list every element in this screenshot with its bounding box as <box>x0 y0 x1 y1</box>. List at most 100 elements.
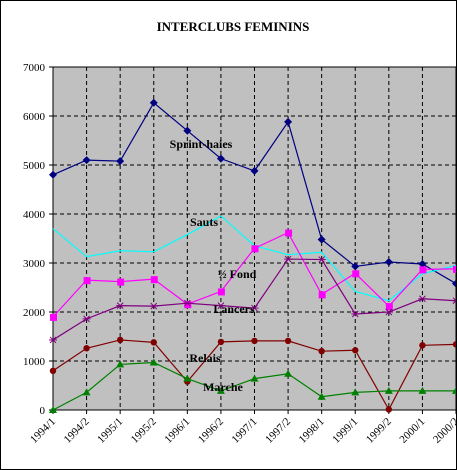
data-point <box>117 278 125 286</box>
x-tick-label: 2000/2 <box>431 416 456 446</box>
data-point <box>284 369 293 377</box>
data-point-stroke <box>116 302 124 309</box>
grid-lines <box>53 67 456 410</box>
data-point <box>184 301 192 309</box>
y-tick-label: 0 <box>40 405 46 417</box>
series-group <box>50 229 456 321</box>
data-point <box>116 302 125 309</box>
data-point <box>149 98 158 107</box>
data-point <box>49 170 57 179</box>
data-point <box>285 229 293 237</box>
y-tick-label: 5000 <box>23 160 46 172</box>
x-tick-label: 1994/1 <box>28 416 58 446</box>
data-point-stroke <box>419 295 426 303</box>
data-point <box>318 291 326 299</box>
data-point <box>318 348 325 355</box>
data-point <box>418 386 427 394</box>
data-point <box>452 297 456 305</box>
data-point-stroke <box>385 308 393 316</box>
data-point <box>351 388 360 396</box>
x-tick-label: 1996/2 <box>196 416 226 446</box>
data-point <box>351 262 360 271</box>
data-point <box>250 304 259 312</box>
data-point-stroke <box>452 300 456 305</box>
data-point <box>419 266 427 274</box>
data-point <box>251 337 258 345</box>
series-label: Relais <box>189 351 221 365</box>
data-point <box>284 337 292 345</box>
x-tick-label: 1999/2 <box>364 416 394 446</box>
data-point <box>452 279 456 288</box>
data-point-stroke <box>318 256 326 263</box>
data-point-stroke <box>251 304 258 312</box>
data-point-stroke <box>150 302 158 310</box>
data-point <box>452 386 456 394</box>
series-label: ½ Fond <box>218 267 257 281</box>
data-point <box>385 303 393 311</box>
x-tick-label: 1995/2 <box>129 416 159 446</box>
data-point <box>183 374 192 382</box>
data-point <box>82 156 91 165</box>
data-point <box>317 256 326 263</box>
x-tick-label: 2000/1 <box>397 416 427 446</box>
data-point <box>183 299 192 307</box>
series-label: Lancers <box>213 302 255 316</box>
series-lines <box>49 98 456 413</box>
data-point <box>49 406 57 413</box>
y-tick-label: 7000 <box>23 62 46 74</box>
data-point <box>216 154 225 163</box>
data-point <box>385 406 393 413</box>
series-label: Sauts <box>190 215 218 229</box>
series-label: Marche <box>203 380 243 394</box>
data-point <box>352 347 359 354</box>
data-point <box>150 339 157 346</box>
x-tick-label: 1997/1 <box>230 416 260 446</box>
data-point <box>419 342 426 349</box>
data-point-stroke <box>217 302 225 309</box>
data-point <box>49 336 57 344</box>
x-tick-label: 1994/2 <box>62 416 92 446</box>
data-point <box>351 310 360 318</box>
series-group <box>49 255 456 344</box>
data-point <box>217 338 225 346</box>
data-point <box>384 386 393 394</box>
x-tick-label: 1995/1 <box>95 416 125 446</box>
data-point <box>150 276 158 284</box>
x-tick-label: 1997/2 <box>263 416 293 446</box>
data-point <box>216 302 225 309</box>
data-point <box>384 308 393 316</box>
x-tick-label: 1996/1 <box>162 416 192 446</box>
data-point-stroke <box>284 255 292 263</box>
data-point-stroke <box>183 299 191 307</box>
series-group <box>49 98 456 288</box>
y-tick-label: 2000 <box>23 307 46 319</box>
y-tick-label: 3000 <box>23 258 46 270</box>
y-tick-label: 1000 <box>23 356 46 368</box>
data-point <box>317 235 326 244</box>
data-point <box>83 345 90 352</box>
data-point <box>116 157 125 166</box>
x-tick-label: 1998/1 <box>297 416 327 446</box>
series-group <box>49 358 456 413</box>
data-point <box>284 255 293 263</box>
data-point <box>49 367 57 374</box>
data-point-stroke <box>452 297 456 302</box>
series-labels: Sprint-haies Sauts ½ Fond Lancers Relais Marc… <box>170 137 257 394</box>
series-label: Sprint-haies <box>170 137 233 151</box>
data-point <box>149 302 158 310</box>
data-point <box>384 258 393 267</box>
data-point <box>352 270 360 278</box>
data-point-stroke <box>49 336 57 344</box>
x-tick-label: 1999/1 <box>330 416 360 446</box>
data-point <box>284 117 293 126</box>
y-tick-label: 6000 <box>23 111 46 123</box>
data-point <box>250 166 259 175</box>
data-point <box>183 126 192 135</box>
data-point <box>317 392 326 400</box>
data-point <box>452 341 456 348</box>
data-point <box>453 265 456 273</box>
data-point <box>82 388 91 396</box>
data-point <box>50 313 57 321</box>
